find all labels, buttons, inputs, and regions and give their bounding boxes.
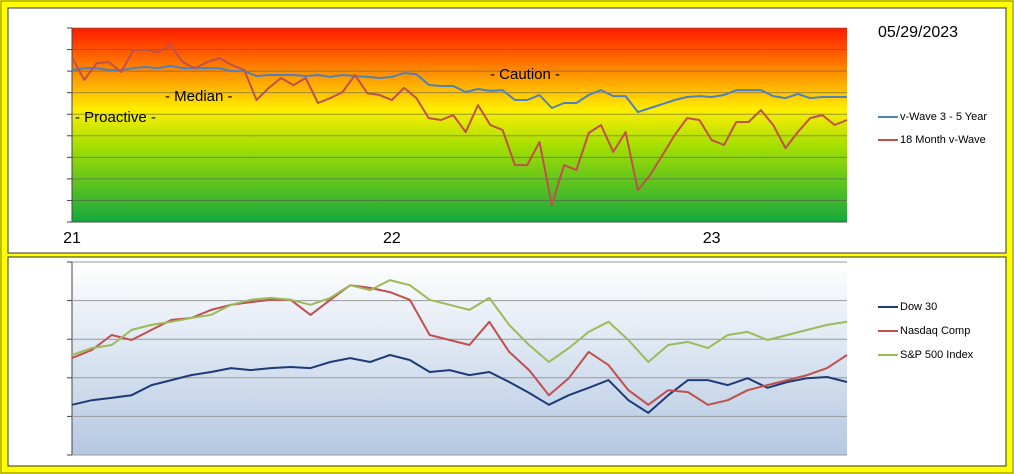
annotation: - Caution - (490, 66, 560, 83)
annotation: - Median - (165, 88, 233, 105)
legend-label: Dow 30 (900, 301, 937, 313)
series-line (71, 64, 847, 114)
series-line (71, 44, 848, 206)
series-line (71, 284, 848, 406)
series-line (71, 279, 848, 363)
x-tick-label: 23 (703, 230, 721, 247)
legend-label: Nasdaq Comp (900, 325, 970, 337)
date-label: 05/29/2023 (878, 24, 958, 41)
x-tick-label: 21 (63, 230, 81, 247)
annotation: - Proactive - (75, 109, 156, 126)
legend-label: v-Wave 3 - 5 Year (900, 111, 987, 123)
plot-background (72, 262, 847, 455)
legend-label: S&P 500 Index (900, 349, 974, 361)
x-tick-label: 22 (383, 230, 401, 247)
legend-label: 18 Month v-Wave (900, 134, 986, 146)
series-line (71, 354, 848, 414)
